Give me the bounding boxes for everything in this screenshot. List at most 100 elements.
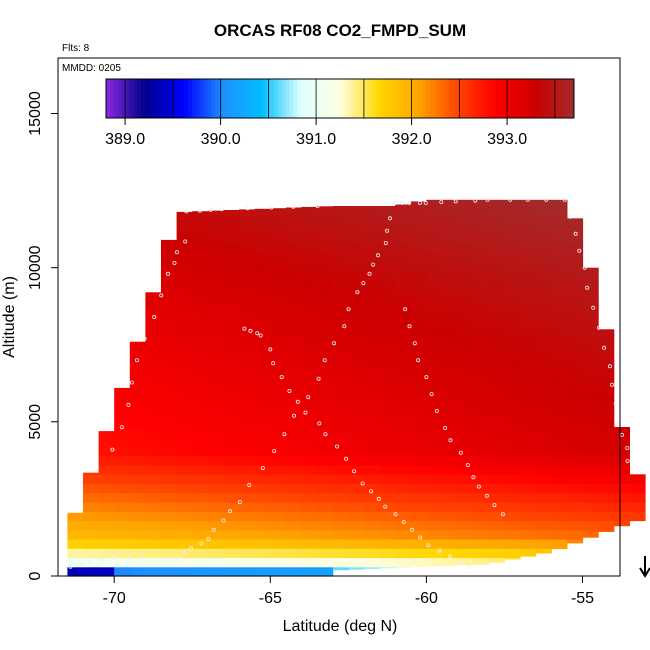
field-cell <box>114 418 131 429</box>
field-cell <box>535 474 552 485</box>
field-cell <box>442 307 459 318</box>
field-cell <box>285 400 303 411</box>
field-cell <box>582 317 599 327</box>
sample-point <box>625 445 630 450</box>
sample-point <box>361 281 366 286</box>
sample-point <box>342 324 347 329</box>
colorbar-segment <box>546 79 552 118</box>
field-cell <box>520 520 537 531</box>
field-cell <box>161 483 178 494</box>
field-cell <box>207 233 225 244</box>
field-cell <box>379 455 396 466</box>
sample-point <box>439 200 444 205</box>
sample-point <box>458 450 463 455</box>
field-cell <box>254 372 271 383</box>
field-cell <box>551 446 568 457</box>
field-cell <box>457 206 474 216</box>
field-cell <box>426 511 443 522</box>
field-cell <box>285 289 303 300</box>
field-cell <box>239 381 256 392</box>
field-cell <box>285 354 303 364</box>
field-cell <box>348 261 365 272</box>
field-cell <box>98 566 115 577</box>
field-cell <box>223 210 240 216</box>
field-cell <box>270 474 287 485</box>
field-cell <box>504 354 521 364</box>
sample-point <box>346 307 351 312</box>
field-cell <box>442 354 459 364</box>
field-cell <box>332 252 349 263</box>
field-cell <box>613 437 630 448</box>
field-cell <box>301 474 318 485</box>
field-cell <box>348 252 365 263</box>
field-cell <box>520 502 537 512</box>
field-cell <box>145 437 162 448</box>
field-cell <box>488 344 506 355</box>
field-cell <box>442 317 459 327</box>
field-cell <box>348 455 365 466</box>
field-cell <box>301 261 318 272</box>
field-cell <box>551 224 568 235</box>
field-cell <box>379 233 396 244</box>
field-cell <box>551 539 568 549</box>
field-cell <box>566 455 584 466</box>
field-cell <box>410 344 427 355</box>
field-cell <box>504 344 521 355</box>
field-cell <box>161 270 178 281</box>
colorbar-segment <box>152 79 158 118</box>
colorbar-segment <box>160 79 165 118</box>
field-cell <box>285 280 303 290</box>
field-cell <box>520 548 537 557</box>
field-cell <box>520 289 537 300</box>
field-cell <box>285 372 303 383</box>
field-cell <box>223 270 240 281</box>
field-cell <box>426 483 443 494</box>
field-cell <box>176 400 193 411</box>
field-cell <box>442 455 459 466</box>
field-cell <box>551 298 568 309</box>
field-cell <box>520 428 537 438</box>
field-cell <box>473 270 490 281</box>
field-cell <box>301 233 318 244</box>
field-cell <box>488 557 506 563</box>
field-cell <box>285 566 303 577</box>
field-cell <box>317 511 334 522</box>
field-cell <box>332 243 349 253</box>
sample-point <box>385 228 390 233</box>
field-cell <box>582 474 599 485</box>
field-cell <box>176 354 193 364</box>
field-cell <box>161 317 178 327</box>
field-cell <box>207 289 225 300</box>
field-cell <box>426 381 443 392</box>
field-cell <box>473 465 490 475</box>
sample-point <box>602 345 607 350</box>
field-cell <box>379 539 396 549</box>
field-cell <box>332 511 349 522</box>
sample-point <box>607 364 612 369</box>
field-cell <box>301 566 318 577</box>
colorbar-segment <box>145 79 150 118</box>
field-cell <box>192 437 209 448</box>
field-cell <box>551 502 568 512</box>
field-cell <box>239 335 256 346</box>
sample-point <box>448 438 453 443</box>
field-cell <box>207 326 225 337</box>
field-cell <box>442 529 459 540</box>
field-cell <box>67 557 84 568</box>
sample-point <box>183 239 188 244</box>
field-cell <box>270 215 287 226</box>
field-cell <box>254 215 271 226</box>
sample-point <box>100 557 105 562</box>
field-cell <box>566 224 584 235</box>
field-cell <box>535 548 552 554</box>
colorbar-segment <box>390 79 396 118</box>
field-cell <box>145 455 162 466</box>
field-cell <box>192 548 209 559</box>
field-cell <box>488 539 506 549</box>
field-cell <box>629 511 646 522</box>
field-cell <box>488 455 506 466</box>
field-cell <box>473 409 490 420</box>
field-cell <box>535 400 552 411</box>
field-cell <box>426 548 443 559</box>
field-cell <box>629 492 646 503</box>
